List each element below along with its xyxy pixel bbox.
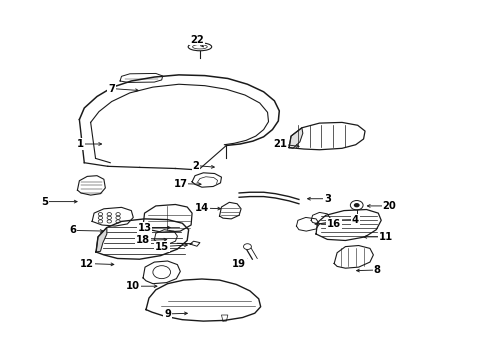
Circle shape: [244, 244, 251, 249]
Polygon shape: [190, 241, 200, 246]
Polygon shape: [143, 261, 180, 284]
Text: 10: 10: [126, 281, 140, 291]
Polygon shape: [296, 217, 319, 231]
Polygon shape: [96, 219, 189, 259]
Text: 21: 21: [273, 139, 287, 149]
Circle shape: [354, 203, 360, 207]
Polygon shape: [311, 212, 330, 224]
Text: 11: 11: [379, 232, 393, 242]
Ellipse shape: [188, 43, 212, 51]
Text: 7: 7: [108, 84, 115, 94]
Text: 9: 9: [164, 309, 171, 319]
Text: 5: 5: [42, 197, 49, 207]
Text: 1: 1: [77, 139, 84, 149]
Text: 3: 3: [324, 194, 331, 204]
Text: 13: 13: [138, 222, 151, 233]
Polygon shape: [154, 230, 177, 245]
Text: 15: 15: [155, 242, 169, 252]
Polygon shape: [192, 173, 221, 187]
Text: 19: 19: [232, 258, 246, 269]
Polygon shape: [334, 246, 373, 268]
Text: 16: 16: [327, 219, 341, 229]
Polygon shape: [92, 207, 133, 226]
Text: 20: 20: [383, 201, 396, 211]
Polygon shape: [316, 210, 381, 240]
Text: 22: 22: [190, 35, 204, 45]
Circle shape: [350, 201, 363, 210]
Circle shape: [153, 266, 171, 279]
Text: 14: 14: [195, 203, 209, 213]
Polygon shape: [77, 176, 105, 195]
Polygon shape: [143, 204, 192, 232]
Text: 2: 2: [193, 161, 199, 171]
Polygon shape: [96, 228, 107, 252]
Text: 18: 18: [136, 235, 150, 246]
Text: 12: 12: [80, 258, 94, 269]
Text: 4: 4: [352, 215, 359, 225]
Polygon shape: [221, 315, 228, 321]
Polygon shape: [289, 122, 365, 150]
Polygon shape: [289, 128, 303, 148]
Polygon shape: [220, 202, 241, 219]
Text: 17: 17: [173, 179, 187, 189]
Polygon shape: [146, 279, 261, 321]
Polygon shape: [120, 73, 163, 82]
Text: 8: 8: [374, 265, 381, 275]
Text: 6: 6: [69, 225, 76, 235]
